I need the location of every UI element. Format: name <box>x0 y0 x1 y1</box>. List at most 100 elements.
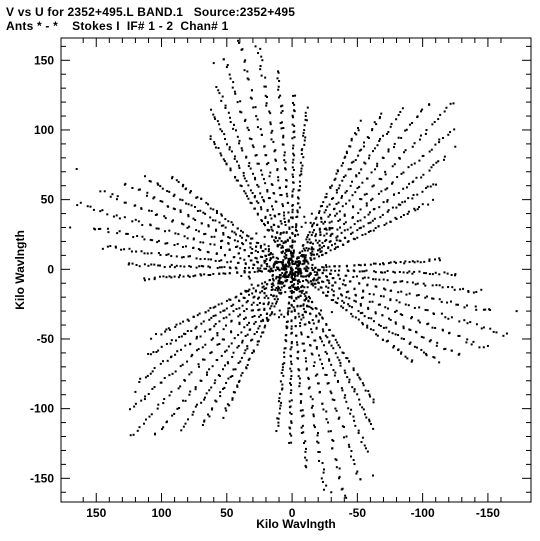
uv-point <box>153 278 156 281</box>
uv-point <box>290 304 293 307</box>
uv-point <box>291 280 294 283</box>
uv-point <box>234 246 237 249</box>
uv-point <box>312 242 315 245</box>
uv-point <box>328 282 331 285</box>
uv-point <box>195 257 198 260</box>
uv-point <box>310 254 313 257</box>
uv-point <box>286 320 289 323</box>
uv-point <box>181 199 184 202</box>
uv-point <box>188 393 191 396</box>
uv-point <box>134 204 137 207</box>
uv-point <box>314 266 317 269</box>
uv-point <box>270 225 273 228</box>
uv-point <box>114 246 117 249</box>
uv-point <box>392 193 395 196</box>
uv-point <box>290 370 293 373</box>
uv-point <box>156 182 159 185</box>
uv-point <box>149 224 152 227</box>
uv-point <box>319 234 322 237</box>
uv-point <box>180 348 183 351</box>
uv-point <box>440 312 443 315</box>
uv-point <box>438 273 441 276</box>
uv-point <box>250 237 253 240</box>
uv-point <box>355 472 358 475</box>
uv-point <box>207 309 210 312</box>
uv-point <box>257 296 260 299</box>
uv-point <box>314 239 317 242</box>
uv-point <box>251 338 254 341</box>
uv-point <box>378 323 381 326</box>
uv-point <box>179 209 182 212</box>
uv-point <box>257 251 260 254</box>
uv-point <box>338 265 341 268</box>
uv-point <box>274 159 277 162</box>
uv-point <box>247 275 250 278</box>
uv-point <box>384 188 387 191</box>
uv-point <box>300 286 303 289</box>
uv-point <box>305 275 308 278</box>
uv-point <box>400 352 403 355</box>
uv-point <box>353 270 356 273</box>
uv-point <box>262 285 265 288</box>
uv-point <box>132 236 135 239</box>
uv-point <box>397 348 400 351</box>
uv-point <box>288 249 291 252</box>
uv-point <box>327 421 330 424</box>
uv-point <box>288 248 291 251</box>
uv-point <box>332 290 335 293</box>
uv-point <box>256 183 259 186</box>
uv-point <box>450 316 453 319</box>
uv-point <box>291 241 294 244</box>
uv-point <box>272 294 275 297</box>
uv-point <box>303 124 306 127</box>
uv-point <box>265 294 268 297</box>
uv-point <box>221 95 224 98</box>
uv-point <box>231 223 234 226</box>
uv-point <box>451 286 454 289</box>
uv-point <box>393 271 396 274</box>
uv-point <box>439 113 442 116</box>
uv-point <box>170 263 173 266</box>
uv-point <box>300 170 303 173</box>
uv-point <box>155 227 158 230</box>
uv-point <box>278 237 281 240</box>
uv-point <box>250 303 253 306</box>
uv-point <box>224 407 227 410</box>
uv-point <box>299 185 302 188</box>
uv-point <box>228 266 231 269</box>
uv-point <box>270 283 273 286</box>
uv-point <box>171 414 174 417</box>
uv-point <box>293 283 296 286</box>
uv-point <box>405 293 408 296</box>
uv-point <box>399 110 402 113</box>
uv-point <box>322 269 325 272</box>
uv-point <box>230 150 233 153</box>
uv-point <box>259 246 262 249</box>
uv-point <box>243 310 246 313</box>
uv-point <box>280 313 283 316</box>
uv-point <box>176 350 179 353</box>
uv-point <box>321 266 324 269</box>
uv-point <box>422 154 425 157</box>
uv-point <box>270 288 273 291</box>
uv-point <box>177 276 180 279</box>
uv-point <box>359 219 362 222</box>
uv-point <box>340 196 343 199</box>
uv-point <box>317 382 320 385</box>
uv-point <box>360 168 363 171</box>
uv-point <box>374 311 377 314</box>
uv-point <box>300 290 303 293</box>
uv-point <box>292 94 295 97</box>
uv-point <box>447 317 450 320</box>
uv-point <box>291 195 294 198</box>
uv-point <box>330 269 333 272</box>
uv-point <box>413 306 416 309</box>
uv-point <box>313 277 316 280</box>
uv-point <box>290 310 293 313</box>
uv-point <box>361 181 364 184</box>
uv-point <box>289 427 292 430</box>
uv-point <box>294 316 297 319</box>
uv-point <box>400 337 403 340</box>
uv-point <box>293 286 296 289</box>
uv-point <box>314 282 317 285</box>
